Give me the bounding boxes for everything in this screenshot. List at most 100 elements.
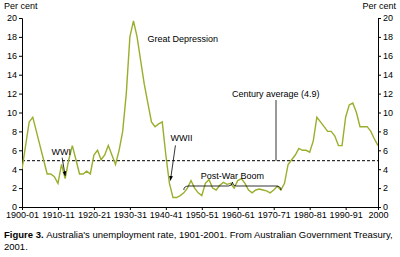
annotation-text: Great Depression <box>147 34 218 44</box>
tick: 18 <box>378 32 393 42</box>
axis-line <box>379 19 382 208</box>
tick-label: 1960-61 <box>222 210 255 220</box>
tick-label: 1980-81 <box>294 210 327 220</box>
tick-label: 10 <box>383 108 393 118</box>
tick: 16 <box>7 51 22 61</box>
tick-label: 12 <box>383 89 393 99</box>
tick: 2 <box>12 183 22 193</box>
tick-label: 4 <box>383 165 388 175</box>
tick: 2000 <box>368 207 388 220</box>
tick: 1900-01 <box>6 207 39 220</box>
tick: 20 <box>7 13 22 23</box>
y2-axis: 02468101214161820 <box>378 13 393 212</box>
tick-mark <box>19 150 22 151</box>
tick-mark <box>19 75 22 76</box>
tick-mark <box>378 188 381 189</box>
tick: 20 <box>378 13 393 23</box>
chart: 02468101214161820024681012141618201900-0… <box>0 0 400 228</box>
annotations: Great Depression WWI WWII Post-War Boom Cent… <box>51 34 319 190</box>
caption-text: Australia's unemployment rate, 1901-2001… <box>4 229 393 252</box>
tick: 16 <box>378 51 393 61</box>
tick: 1940-41 <box>150 207 183 220</box>
tick: 6 <box>12 146 22 156</box>
x-axis: 1900-011910-11 1920-211930-311940-411950-… <box>6 207 389 220</box>
tick-label: 1900-01 <box>6 210 39 220</box>
tick-mark <box>19 56 22 57</box>
tick-label: 18 <box>7 32 17 42</box>
tick: 10 <box>378 108 393 118</box>
tick-label: 14 <box>383 70 393 80</box>
tick-label: 14 <box>7 70 17 80</box>
tick: 12 <box>7 89 22 99</box>
tick: 10 <box>7 108 22 118</box>
tick-mark <box>19 94 22 95</box>
tick: 12 <box>378 89 393 99</box>
tick-label: 12 <box>7 89 17 99</box>
tick: 14 <box>378 70 393 80</box>
tick-label: 1950-51 <box>186 210 219 220</box>
tick-mark <box>19 131 22 132</box>
caption-label: Figure 3. <box>4 229 44 240</box>
tick-label: 18 <box>383 32 393 42</box>
tick-mark <box>378 150 381 151</box>
tick-mark <box>19 207 22 208</box>
tick-label: 1990-91 <box>330 210 363 220</box>
tick-label: 20 <box>7 13 17 23</box>
annotation-text: WWII <box>170 133 192 143</box>
tick-label: 1940-41 <box>150 210 183 220</box>
axis-line <box>19 19 23 208</box>
annotation-arrow <box>62 158 65 176</box>
tick-mark <box>378 113 381 114</box>
tick: 6 <box>378 146 388 156</box>
tick: 18 <box>7 32 22 42</box>
tick: 4 <box>378 165 388 175</box>
tick-mark <box>19 37 22 38</box>
tick: 1960-61 <box>222 207 255 220</box>
tick: 8 <box>378 127 388 137</box>
average-connector <box>276 100 277 161</box>
annotation-arrow <box>170 145 175 180</box>
tick-label: 2 <box>12 183 17 193</box>
tick-mark <box>378 37 381 38</box>
tick: 1970-71 <box>258 207 291 220</box>
tick: 1920-21 <box>78 207 111 220</box>
tick: 1910-11 <box>42 207 74 220</box>
tick: 8 <box>12 127 22 137</box>
tick-mark <box>378 56 381 57</box>
tick: 1930-31 <box>114 207 147 220</box>
tick-label: 4 <box>12 165 17 175</box>
tick-mark <box>378 18 381 19</box>
tick-label: 6 <box>383 146 388 156</box>
tick: 14 <box>7 70 22 80</box>
y-axis: 02468101214161820 <box>7 13 23 212</box>
caption-space <box>44 229 47 240</box>
tick: 1950-51 <box>186 207 219 220</box>
annotation-text: Post-War Boom <box>201 171 264 181</box>
tick-label: 10 <box>7 108 17 118</box>
tick-label: 1920-21 <box>78 210 111 220</box>
annotation-brace <box>184 182 281 190</box>
tick-label: 1970-71 <box>258 210 291 220</box>
tick-label: 20 <box>383 13 393 23</box>
y2-axis-title: Per cent <box>362 1 396 11</box>
tick: 4 <box>12 165 22 175</box>
tick: 2 <box>378 183 388 193</box>
tick-label: 2 <box>383 183 388 193</box>
tick: 1990-91 <box>330 207 363 220</box>
tick-label: 8 <box>12 127 17 137</box>
tick-mark <box>378 169 381 170</box>
tick: 1980-81 <box>294 207 327 220</box>
annotation-text: WWI <box>51 147 71 157</box>
y-axis-title: Per cent <box>4 1 38 11</box>
tick-mark <box>19 169 22 170</box>
average-label: Century average (4.9) <box>232 89 320 99</box>
tick-mark <box>378 94 381 95</box>
tick-label: 6 <box>12 146 17 156</box>
tick-mark <box>378 131 381 132</box>
tick-label: 1910-11 <box>42 210 74 220</box>
tick-mark <box>378 75 381 76</box>
tick-mark <box>19 18 22 19</box>
tick-label: 16 <box>383 51 393 61</box>
tick-label: 2000 <box>368 210 388 220</box>
tick-label: 1930-31 <box>114 210 147 220</box>
